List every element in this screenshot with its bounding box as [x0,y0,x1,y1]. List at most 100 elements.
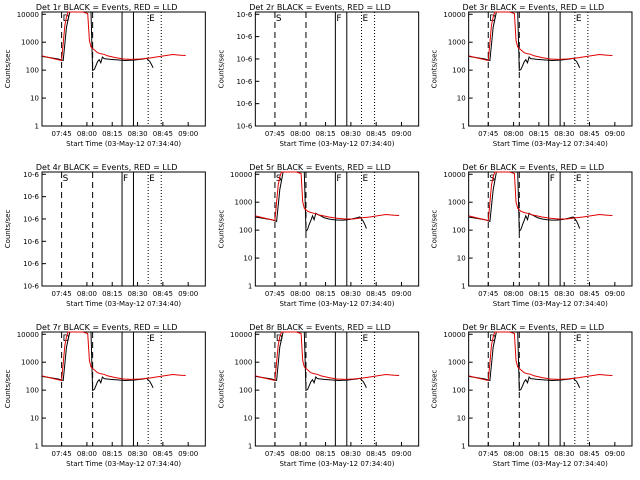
x-axis-label: Start Time (03-May-12 07:34:40) [279,300,394,308]
marker-label: E [149,14,155,24]
events-series-line [255,171,367,233]
panel-4: Det 4r BLACK = Events, RED = LLD Counts/s… [4,163,206,308]
lld-series-line [255,171,400,222]
x-tick-label: 07:45 [52,290,72,298]
y-tick-label: 10-6 [236,55,252,63]
panel-8: Det 8r BLACK = Events, RED = LLD Counts/s… [217,323,420,468]
y-tick-label: 10000 [17,11,39,19]
x-tick-label: 08:45 [579,450,599,458]
x-axis-label: Start Time (03-May-12 07:34:40) [493,460,608,468]
x-tick-label: 09:00 [605,450,625,458]
x-tick-label: 07:45 [265,130,285,138]
x-tick-label: 08:15 [529,290,549,298]
plot-frame [254,171,420,287]
plot-frame [254,11,420,127]
x-tick-label: 08:00 [503,290,523,298]
lld-series-line [468,171,613,222]
x-tick-label: 08:45 [366,130,386,138]
y-tick-label: 10-6 [236,33,252,41]
y-tick-label: 1 [461,283,465,291]
y-tick-label: 1000 [448,359,466,367]
y-tick-label: 1000 [235,199,253,207]
x-tick-label: 08:45 [366,450,386,458]
marker-label: F [336,14,341,24]
y-tick-label: 1 [248,443,252,451]
marker-label: F [336,174,341,184]
events-series-line [468,11,581,72]
y-tick-label: 10-6 [23,238,39,246]
y-tick-label: 10-6 [23,283,39,291]
y-tick-label: 1000 [21,39,39,47]
y-tick-label: 10000 [443,11,465,19]
y-tick-label: 10 [457,255,466,263]
y-tick-label: 1 [248,283,252,291]
x-tick-label: 08:45 [579,290,599,298]
x-tick-label: 07:45 [265,450,285,458]
x-tick-label: 08:30 [554,450,574,458]
x-tick-label: 08:15 [315,290,335,298]
y-axis-label: Counts/sec [431,210,439,249]
y-tick-label: 10000 [230,331,252,339]
lld-series-line [468,11,613,62]
x-tick-label: 08:30 [341,290,361,298]
panel-title: Det 4r BLACK = Events, RED = LLD [36,163,178,172]
x-tick-label: 08:30 [341,450,361,458]
y-tick-label: 1000 [448,199,466,207]
marker-label: S [276,14,282,24]
y-axis-label: Counts/sec [4,370,12,409]
lld-series-line [41,11,186,62]
y-tick-label: 10 [30,415,39,423]
x-axis-label: Start Time (03-May-12 07:34:40) [493,140,608,148]
plot-frame [41,331,206,447]
panel-title: Det 2r BLACK = Events, RED = LLD [249,3,391,12]
x-tick-label: 08:15 [102,450,122,458]
x-tick-label: 07:45 [478,130,498,138]
x-tick-label: 08:30 [341,130,361,138]
x-axis-label: Start Time (03-May-12 07:34:40) [66,460,181,468]
x-tick-label: 08:00 [77,450,97,458]
panel-title: Det 6r BLACK = Events, RED = LLD [463,163,605,172]
events-series-line [41,11,154,72]
y-tick-label: 10-6 [23,193,39,201]
x-tick-label: 08:30 [554,130,574,138]
y-tick-label: 1 [461,123,465,131]
panel-title: Det 7r BLACK = Events, RED = LLD [36,323,178,332]
panel-title: Det 1r BLACK = Events, RED = LLD [36,3,178,12]
x-tick-label: 08:15 [102,130,122,138]
y-axis-label: Counts/sec [4,210,12,249]
x-tick-label: 08:30 [554,290,574,298]
x-tick-label: 09:00 [605,290,625,298]
panel-title: Det 9r BLACK = Events, RED = LLD [463,323,605,332]
x-axis-label: Start Time (03-May-12 07:34:40) [493,300,608,308]
y-tick-label: 10 [457,95,466,103]
y-tick-label: 10000 [443,171,465,179]
y-tick-label: 10 [457,415,466,423]
panel-5: Det 5r BLACK = Events, RED = LLD Counts/s… [217,163,420,308]
x-tick-label: 07:45 [478,290,498,298]
y-tick-label: 100 [26,67,39,75]
x-tick-label: 08:00 [290,450,310,458]
y-tick-label: 10000 [230,171,252,179]
marker-label: S [63,174,69,184]
y-tick-label: 10000 [17,331,39,339]
lld-series-line [255,331,400,382]
y-tick-label: 100 [239,387,252,395]
x-tick-label: 08:00 [77,130,97,138]
events-series-line [255,331,367,392]
lld-series-line [41,331,186,382]
marker-label: E [576,174,582,184]
panel-title: Det 3r BLACK = Events, RED = LLD [463,3,605,12]
x-tick-label: 09:00 [391,450,411,458]
y-tick-label: 100 [239,227,252,235]
marker-label: E [576,334,582,344]
x-tick-label: 08:30 [127,290,147,298]
plot-frame [254,331,420,447]
y-tick-label: 10-6 [236,78,252,86]
events-series-line [41,331,154,392]
plot-frame [41,171,206,287]
x-tick-label: 08:15 [529,130,549,138]
x-tick-label: 08:30 [127,450,147,458]
x-tick-label: 07:45 [265,290,285,298]
lld-series-line [468,331,613,382]
x-tick-label: 09:00 [178,290,198,298]
